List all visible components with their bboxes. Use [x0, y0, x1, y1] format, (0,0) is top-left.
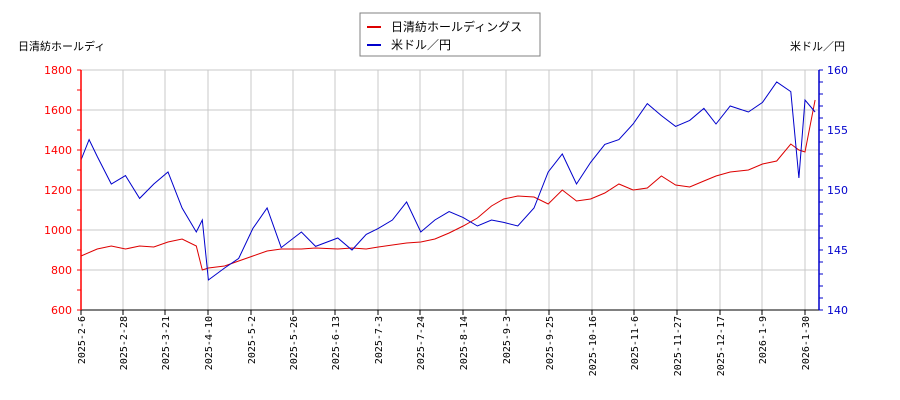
- x-tick-label: 2025-11-6: [630, 316, 641, 370]
- x-tick-label: 2025-7-3: [374, 316, 385, 364]
- right-tick-label: 155: [827, 124, 848, 137]
- x-axis-ticks: 2025-2-6 2025-2-28 2025-3-21 2025-4-10 2025-…: [77, 310, 812, 376]
- right-tick-label: 160: [827, 64, 848, 77]
- x-tick-label: 2025-3-21: [161, 316, 172, 370]
- x-tick-label: 2025-5-26: [289, 316, 300, 370]
- x-tick-label: 2025-7-24: [416, 316, 427, 370]
- left-tick-label: 600: [51, 304, 72, 317]
- left-tick-label: 800: [51, 264, 72, 277]
- x-tick-label: 2025-8-14: [459, 316, 470, 370]
- x-tick-label: 2025-9-25: [545, 316, 556, 370]
- left-axis-ticks: 600 800 1000 1200 1400 1600 1800: [44, 64, 81, 317]
- right-tick-label: 145: [827, 244, 848, 257]
- left-axis-title: 日清紡ホールディ: [18, 39, 105, 53]
- x-tick-label: 2025-2-6: [77, 316, 88, 364]
- left-tick-label: 1000: [44, 224, 72, 237]
- x-tick-label: 2025-2-28: [119, 316, 130, 370]
- series-line-usdjpy: [80, 81, 816, 281]
- left-tick-label: 1200: [44, 184, 72, 197]
- left-tick-label: 1600: [44, 104, 72, 117]
- right-tick-label: 150: [827, 184, 848, 197]
- legend-label-nisshinbo: 日清紡ホールディングス: [391, 19, 522, 34]
- x-tick-label: 2026-1-30: [801, 316, 812, 370]
- left-tick-label: 1800: [44, 64, 72, 77]
- legend-label-usdjpy: 米ドル／円: [391, 38, 451, 52]
- legend: 日清紡ホールディングス 米ドル／円: [359, 12, 541, 57]
- right-axis-title: 米ドル／円: [790, 40, 845, 53]
- right-axis-ticks: 140 145 150 155 160: [819, 64, 848, 317]
- left-tick-label: 1400: [44, 144, 72, 157]
- x-tick-label: 2025-11-27: [673, 316, 684, 376]
- grid-lines: [81, 69, 819, 310]
- series-line-nisshinbo: [80, 99, 816, 271]
- x-tick-label: 2025-5-2: [247, 316, 258, 364]
- x-tick-label: 2025-6-13: [331, 316, 342, 370]
- x-tick-label: 2026-1-9: [758, 316, 769, 364]
- x-tick-label: 2025-10-16: [588, 316, 599, 376]
- x-tick-label: 2025-12-17: [716, 316, 727, 376]
- x-tick-label: 2025-9-3: [502, 316, 513, 364]
- x-tick-label: 2025-4-10: [204, 316, 215, 370]
- right-tick-label: 140: [827, 304, 848, 317]
- legend-box: [359, 12, 541, 57]
